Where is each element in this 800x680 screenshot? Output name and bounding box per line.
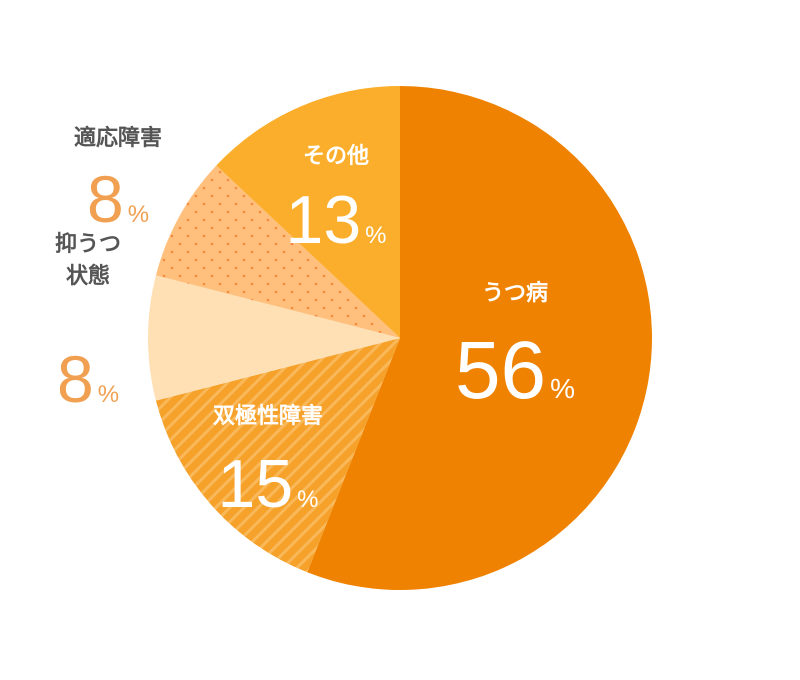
slice-value-other: 13% [286, 182, 387, 258]
slice-label-bipolar: 双極性障害 [213, 403, 323, 429]
pie-slice-depression [307, 86, 652, 590]
pie-slice-adjustment [155, 165, 400, 338]
slice-value-depressive-state: 8% [57, 342, 119, 416]
slices-layer [147, 86, 652, 590]
slice-value-depression: 56% [455, 325, 575, 416]
slice-value-bipolar: 15% [218, 446, 319, 522]
slice-label-adjustment: 適応障害 [74, 125, 162, 151]
slice-label-depressive-state: 抑うつ状態 [55, 232, 121, 289]
slice-label-depression: うつ病 [482, 280, 548, 306]
pie-slice-bipolar [155, 338, 400, 573]
pie-slice-depressive-state [147, 275, 400, 401]
slice-label-other: その他 [303, 144, 369, 169]
pie-slice-other [216, 86, 400, 338]
slice-value-adjustment: 8% [87, 162, 149, 236]
